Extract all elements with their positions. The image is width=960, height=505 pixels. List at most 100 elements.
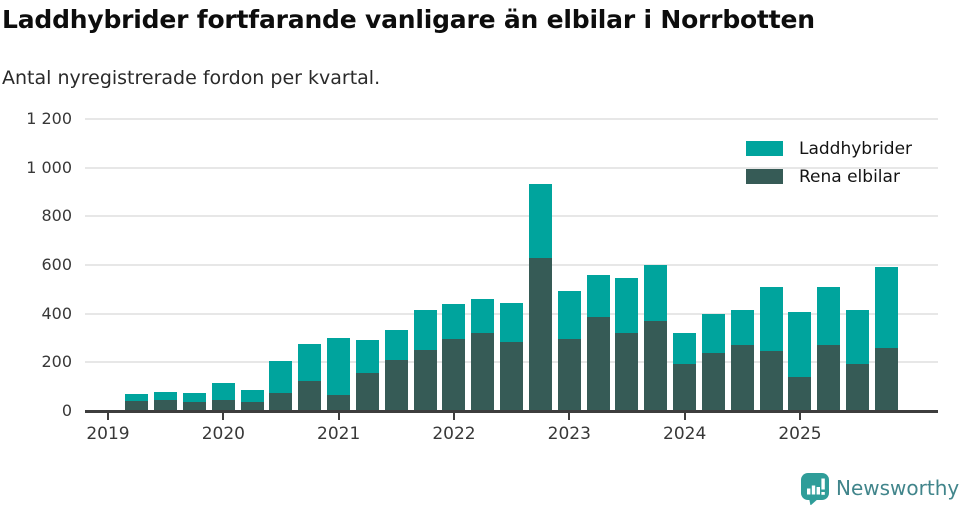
bar-2023-q1 <box>557 290 581 411</box>
bar-segment-laddhybrider <box>240 390 264 403</box>
bar-segment-rena-elbilar <box>500 341 524 411</box>
y-axis-tick-label: 800 <box>41 206 72 226</box>
bar-segment-rena-elbilar <box>701 352 725 411</box>
x-axis-tick <box>452 413 455 420</box>
x-axis-tick <box>107 413 109 420</box>
bar-segment-laddhybrider <box>182 392 206 403</box>
bar-2020-q4 <box>298 344 322 411</box>
bar-2019-q2 <box>125 393 149 411</box>
bar-2025-q3 <box>846 310 870 411</box>
bar-segment-laddhybrider <box>846 310 870 364</box>
bar-segment-rena-elbilar <box>730 345 754 411</box>
bar-segment-rena-elbilar <box>615 333 639 411</box>
bar-2019-q4 <box>182 392 206 411</box>
bar-segment-rena-elbilar <box>384 359 408 411</box>
bar-2025-q2 <box>817 286 841 411</box>
bar-2023-q4 <box>644 265 668 411</box>
bar-2022-q3 <box>500 302 524 411</box>
bar-2020-q2 <box>240 390 264 411</box>
bar-2022-q2 <box>471 299 495 411</box>
bar-segment-rena-elbilar <box>211 400 235 411</box>
bar-segment-rena-elbilar <box>846 363 870 411</box>
bar-segment-laddhybrider <box>327 338 351 396</box>
legend-swatch-laddhybrider <box>746 141 783 156</box>
x-axis-label-2021: 2021 <box>317 424 361 444</box>
bar-segment-rena-elbilar <box>355 373 379 411</box>
x-axis-label-2019: 2019 <box>86 424 130 444</box>
bar-segment-laddhybrider <box>788 312 812 377</box>
bar-segment-rena-elbilar <box>269 392 293 411</box>
x-axis-line <box>85 410 938 413</box>
bar-2021-q1 <box>327 338 351 411</box>
plot-area <box>85 118 938 411</box>
y-axis-tick-label: 1 200 <box>26 109 72 128</box>
bar-segment-rena-elbilar <box>471 333 495 411</box>
bar-2021-q3 <box>384 329 408 411</box>
bar-segment-laddhybrider <box>586 274 610 318</box>
bar-segment-rena-elbilar <box>557 339 581 411</box>
x-axis-tick <box>683 413 686 420</box>
x-axis-tick <box>222 413 225 420</box>
bar-segment-rena-elbilar <box>817 345 841 411</box>
legend-label-rena-elbilar: Rena elbilar <box>799 167 900 187</box>
legend-swatch-rena-elbilar <box>746 169 783 184</box>
bar-2023-q2 <box>586 274 610 411</box>
bar-segment-laddhybrider <box>701 313 725 353</box>
gridline-1200 <box>85 118 938 120</box>
bar-segment-laddhybrider <box>211 383 235 401</box>
bar-2022-q1 <box>442 303 466 411</box>
bar-segment-laddhybrider <box>413 310 437 351</box>
bar-2019-q3 <box>154 391 178 411</box>
bar-2020-q3 <box>269 361 293 411</box>
bar-segment-rena-elbilar <box>673 363 697 411</box>
bar-segment-rena-elbilar <box>874 347 898 411</box>
bar-segment-laddhybrider <box>154 391 178 401</box>
bar-2024-q2 <box>701 313 725 411</box>
bar-segment-laddhybrider <box>557 290 581 340</box>
newsworthy-icon <box>801 473 829 505</box>
bar-2020-q1 <box>211 383 235 411</box>
bar-segment-laddhybrider <box>471 299 495 334</box>
bar-segment-rena-elbilar <box>240 402 264 411</box>
x-axis-tick <box>337 413 340 420</box>
brand-name: Newsworthy <box>836 476 960 500</box>
bar-segment-laddhybrider <box>442 303 466 340</box>
bar-segment-rena-elbilar <box>586 317 610 411</box>
y-axis-tick-label: 600 <box>41 255 72 274</box>
bar-segment-laddhybrider <box>673 333 697 364</box>
x-axis-label-2020: 2020 <box>201 424 245 444</box>
gridline-1000 <box>85 166 938 169</box>
bar-2025-q1 <box>788 312 812 411</box>
bar-segment-laddhybrider <box>615 278 639 334</box>
bar-segment-rena-elbilar <box>644 320 668 411</box>
y-axis-tick-label: 200 <box>41 352 72 372</box>
legend-label-laddhybrider: Laddhybrider <box>799 139 913 159</box>
y-axis-tick-label: 1 000 <box>26 157 72 177</box>
x-axis-label-2023: 2023 <box>547 424 591 444</box>
y-axis-tick-label: 400 <box>41 303 72 323</box>
bar-2021-q2 <box>355 340 379 411</box>
bar-segment-laddhybrider <box>500 302 524 342</box>
bar-segment-laddhybrider <box>528 183 552 258</box>
bar-segment-laddhybrider <box>759 286 783 352</box>
gridline-800 <box>85 215 938 218</box>
bar-segment-laddhybrider <box>298 344 322 381</box>
bar-2022-q4 <box>528 183 552 411</box>
bar-segment-rena-elbilar <box>788 376 812 411</box>
x-axis-tick <box>568 413 571 420</box>
x-axis-tick <box>798 413 801 420</box>
bar-segment-laddhybrider <box>730 310 754 346</box>
bar-segment-laddhybrider <box>384 329 408 360</box>
x-axis-label-2022: 2022 <box>432 424 476 444</box>
chart-subtitle: Antal nyregistrerade fordon per kvartal. <box>2 67 381 89</box>
bar-segment-laddhybrider <box>644 265 668 321</box>
bar-segment-rena-elbilar <box>442 339 466 411</box>
x-axis-label-2024: 2024 <box>663 424 707 444</box>
bar-segment-rena-elbilar <box>413 350 437 411</box>
bar-segment-laddhybrider <box>125 393 149 402</box>
bar-segment-rena-elbilar <box>154 400 178 411</box>
bar-segment-rena-elbilar <box>125 401 149 411</box>
bar-segment-laddhybrider <box>817 286 841 346</box>
y-axis-tick-label: 0 <box>61 401 72 420</box>
gridline-600 <box>85 264 938 266</box>
